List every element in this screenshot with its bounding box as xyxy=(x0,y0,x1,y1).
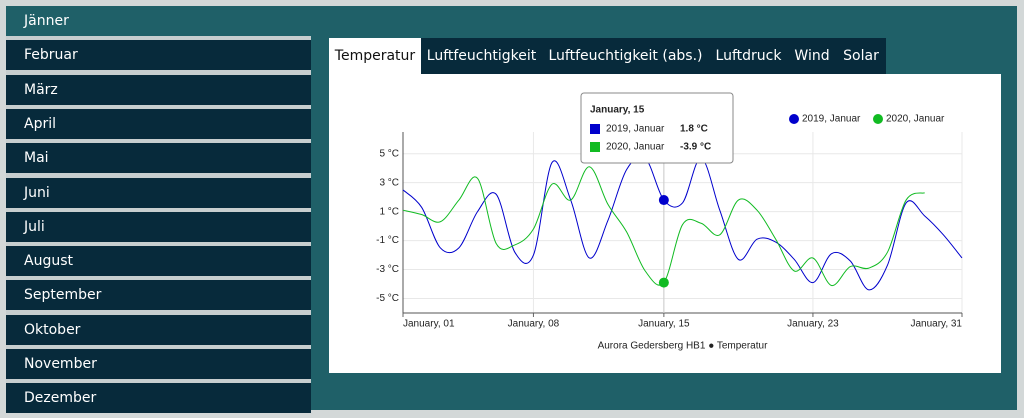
tab[interactable]: Luftfeuchtigkeit (abs.) xyxy=(548,48,703,64)
month-item[interactable]: Februar xyxy=(6,40,311,71)
tooltip-title: January, 15 xyxy=(590,105,645,116)
tooltip-name: 2019, Januar xyxy=(606,124,665,135)
tooltip-box xyxy=(580,92,734,164)
tab-bar xyxy=(329,38,886,74)
y-tick-label: -3 °C xyxy=(376,264,399,275)
tab[interactable]: Temperatur xyxy=(329,38,421,74)
tooltip-value: 1.8 °C xyxy=(680,124,708,135)
tab[interactable]: Solar xyxy=(843,48,879,64)
month-item[interactable]: Juni xyxy=(6,177,311,208)
y-tick-label: 5 °C xyxy=(379,148,399,159)
month-item[interactable]: November xyxy=(6,349,311,379)
y-tick-label: 1 °C xyxy=(379,206,399,217)
x-tick-label: January, 31 xyxy=(910,319,962,330)
series-line xyxy=(402,155,963,291)
legend-label: 2019, Januar xyxy=(802,114,861,125)
tooltip-swatch xyxy=(590,142,600,152)
tooltip-name: 2020, Januar xyxy=(606,142,665,153)
legend-label: 2020, Januar xyxy=(886,114,945,125)
y-tick-label: -1 °C xyxy=(376,235,399,246)
x-tick-label: January, 01 xyxy=(403,319,455,330)
tooltip-swatch xyxy=(590,124,600,134)
month-item[interactable]: September xyxy=(6,280,311,311)
month-item[interactable]: Mai xyxy=(6,143,311,174)
legend-marker xyxy=(873,114,883,124)
tab[interactable]: Luftfeuchtigkeit xyxy=(426,48,537,64)
hover-marker xyxy=(658,195,669,206)
month-item[interactable]: Dezember xyxy=(6,383,311,414)
x-tick-label: January, 23 xyxy=(787,319,839,330)
month-item[interactable]: August xyxy=(6,246,311,277)
month-item[interactable]: Jänner xyxy=(6,6,311,36)
month-item[interactable]: Juli xyxy=(6,211,311,242)
tab[interactable]: Luftdruck xyxy=(715,48,782,64)
x-tick-label: January, 08 xyxy=(508,319,560,330)
month-item[interactable]: April xyxy=(6,108,311,139)
tab[interactable]: Wind xyxy=(794,48,830,64)
y-tick-label: -5 °C xyxy=(376,293,399,304)
month-item[interactable]: Oktober xyxy=(6,314,311,345)
hover-marker xyxy=(658,277,669,288)
legend-marker xyxy=(789,114,799,124)
y-tick-label: 3 °C xyxy=(379,177,399,188)
x-axis-label: Aurora Gedersberg HB1 ● Temperatur xyxy=(598,341,768,352)
tooltip-value: -3.9 °C xyxy=(680,142,711,153)
x-tick-label: January, 15 xyxy=(638,319,690,330)
month-item[interactable]: März xyxy=(6,74,311,105)
